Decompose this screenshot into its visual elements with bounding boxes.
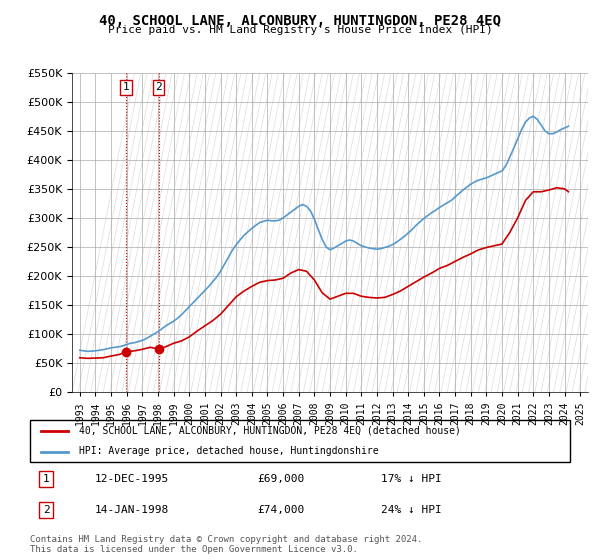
Text: 17% ↓ HPI: 17% ↓ HPI (381, 474, 442, 484)
Text: 2: 2 (155, 82, 162, 92)
Text: Contains HM Land Registry data © Crown copyright and database right 2024.
This d: Contains HM Land Registry data © Crown c… (30, 535, 422, 554)
Text: 40, SCHOOL LANE, ALCONBURY, HUNTINGDON, PE28 4EQ: 40, SCHOOL LANE, ALCONBURY, HUNTINGDON, … (99, 14, 501, 28)
Text: 24% ↓ HPI: 24% ↓ HPI (381, 505, 442, 515)
Text: 2: 2 (43, 505, 50, 515)
Text: 40, SCHOOL LANE, ALCONBURY, HUNTINGDON, PE28 4EQ (detached house): 40, SCHOOL LANE, ALCONBURY, HUNTINGDON, … (79, 426, 460, 436)
Text: Price paid vs. HM Land Registry's House Price Index (HPI): Price paid vs. HM Land Registry's House … (107, 25, 493, 35)
Text: 1: 1 (43, 474, 50, 484)
Text: £74,000: £74,000 (257, 505, 304, 515)
Text: £69,000: £69,000 (257, 474, 304, 484)
Text: 12-DEC-1995: 12-DEC-1995 (95, 474, 169, 484)
Text: 1: 1 (122, 82, 130, 92)
Text: HPI: Average price, detached house, Huntingdonshire: HPI: Average price, detached house, Hunt… (79, 446, 378, 456)
Text: 14-JAN-1998: 14-JAN-1998 (95, 505, 169, 515)
